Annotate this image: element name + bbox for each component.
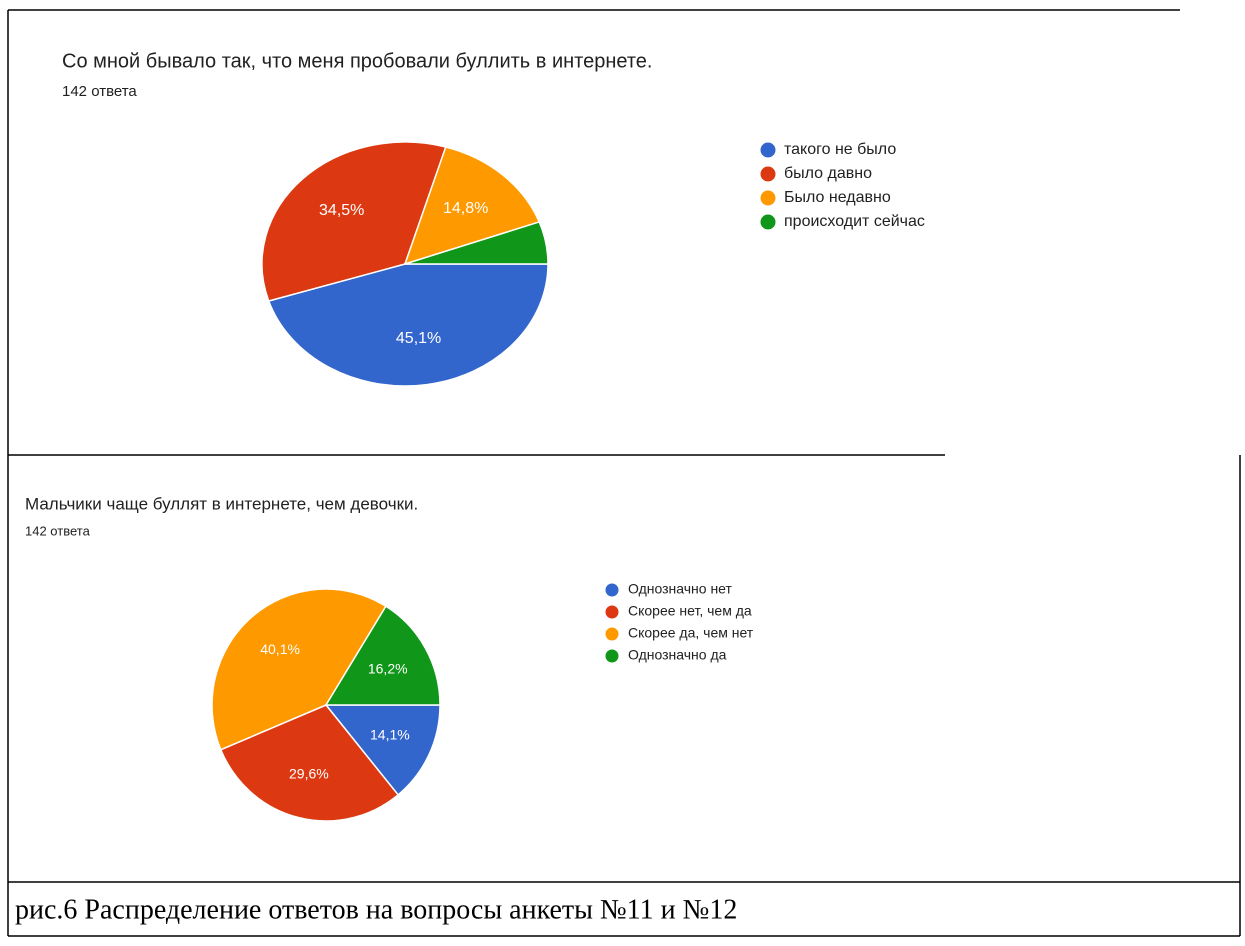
legend-label: Однозначно да (628, 647, 727, 663)
pie-slice (261, 141, 447, 302)
legend-swatch (760, 190, 776, 206)
legend-swatch (605, 649, 619, 663)
value-label: 16,2% (368, 661, 408, 677)
legend-label: Скорее да, чем нет (628, 625, 754, 641)
value-label: 40,1% (260, 641, 300, 657)
frame (7, 9, 1241, 937)
pie-slice (219, 704, 400, 822)
caption: рис.6 Распределение ответов на вопросы а… (15, 894, 737, 925)
legend-label: происходит сейчас (784, 213, 925, 230)
legend-label: такого не было (784, 141, 896, 158)
value-label: 34,5% (319, 202, 364, 219)
pie-slice (267, 263, 549, 387)
value-label: 14,8% (443, 200, 488, 217)
value-label: 14,1% (370, 727, 410, 743)
value-label: 45,1% (396, 330, 441, 347)
legend-swatch (605, 627, 619, 641)
chart-subtitle: 142 ответа (62, 83, 137, 100)
legend-swatch (605, 583, 619, 597)
pie-slice (211, 588, 387, 751)
legend-label: Однозначно нет (628, 581, 732, 597)
value-label: 29,6% (289, 765, 329, 781)
legend-label: Было недавно (784, 189, 891, 206)
pie-slice (324, 605, 441, 706)
pie-slice (404, 221, 549, 265)
chart-title: Со мной бывало так, что меня пробовали б… (62, 50, 652, 72)
legend-swatch (760, 214, 776, 230)
legend-swatch (605, 605, 619, 619)
chart-subtitle: 142 ответа (25, 523, 91, 538)
legend-swatch (760, 142, 776, 158)
legend-swatch (760, 166, 776, 182)
pie-slice (324, 704, 441, 796)
chart-title: Мальчики чаще буллят в интернете, чем де… (25, 494, 418, 513)
legend-label: Скорее нет, чем да (628, 603, 752, 619)
legend-label: было давно (784, 165, 872, 182)
pie-slice (403, 146, 541, 266)
